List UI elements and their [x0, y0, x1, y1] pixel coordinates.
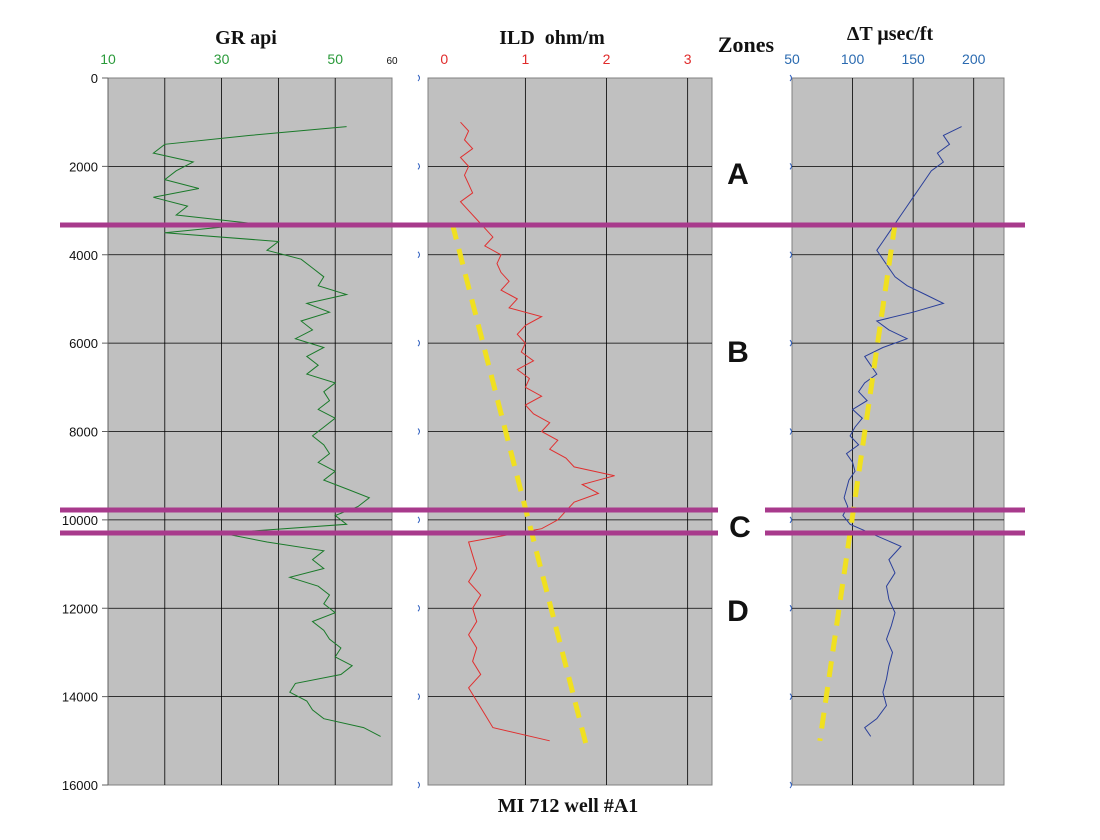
x-tick-label: 10 [100, 51, 116, 67]
ild-track-title: ILD ohm/m [499, 27, 605, 49]
dt-track-title: ΔT μsec/ft [847, 23, 934, 45]
left-tick-mark [417, 428, 420, 435]
depth-axis-ticks: 0 2000 4000 6000 8000 10000 12000 14000 16000 [62, 71, 108, 793]
depth-tick-label: 14000 [62, 690, 98, 705]
zone-label-c: C [729, 511, 751, 544]
depth-tick-label: 16000 [62, 778, 98, 793]
x-tick-label: 2 [603, 51, 611, 67]
dt-x-tick-labels: 50 100 150 200 [784, 51, 985, 67]
left-tick-mark [789, 251, 792, 259]
gr-track-title: GR api [215, 27, 277, 49]
zone-label-a: A [727, 158, 749, 191]
ild-x-tick-labels: 0 1 2 3 [440, 51, 691, 67]
x-tick-label: 50 [784, 51, 800, 67]
left-tick-mark [789, 516, 792, 524]
left-tick-mark [417, 339, 420, 347]
depth-tick-label: 12000 [62, 601, 98, 616]
dt-series-line [842, 126, 962, 737]
depth-tick-label: 2000 [69, 159, 98, 174]
dt-left-tick-marks [789, 74, 792, 789]
left-tick-mark [789, 604, 792, 612]
x-tick-label: 3 [684, 51, 692, 67]
x-tick-label: 30 [214, 51, 230, 67]
ild-left-tick-marks [417, 74, 420, 789]
x-tick-label: 100 [841, 51, 865, 67]
left-tick-mark [417, 251, 420, 259]
depth-tick-label: 0 [91, 71, 98, 86]
left-tick-mark [789, 781, 792, 789]
left-tick-mark [789, 693, 792, 700]
dt-trend-line [817, 223, 898, 742]
figure-caption: MI 712 well #A1 [498, 795, 639, 817]
ild-series-line [459, 121, 615, 742]
x-tick-label: 60 [386, 56, 398, 67]
left-tick-mark [417, 604, 420, 612]
depth-tick-label: 8000 [69, 425, 98, 440]
left-tick-mark [789, 163, 792, 170]
ild-gridlines [428, 78, 712, 785]
depth-tick-label: 4000 [69, 248, 98, 263]
ild-trend-line [449, 223, 589, 746]
left-tick-mark [789, 339, 792, 347]
x-tick-label: 1 [521, 51, 529, 67]
zones-heading: Zones [718, 32, 775, 57]
left-tick-mark [417, 516, 420, 524]
dt-gridlines [792, 78, 1004, 785]
left-tick-mark [417, 163, 420, 170]
x-tick-label: 0 [440, 51, 448, 67]
x-tick-label: 200 [962, 51, 986, 67]
left-tick-mark [417, 781, 420, 789]
left-tick-mark [789, 74, 792, 82]
gr-series-line [152, 126, 381, 737]
left-tick-mark [789, 428, 792, 435]
zone-label-d: D [727, 595, 749, 628]
left-tick-mark [417, 693, 420, 700]
left-tick-mark [417, 74, 420, 82]
depth-tick-label: 10000 [62, 513, 98, 528]
zone-label-b: B [727, 336, 749, 369]
depth-tick-label: 6000 [69, 336, 98, 351]
x-tick-label: 50 [327, 51, 343, 67]
gr-x-tick-labels: 10 30 50 60 [100, 51, 398, 67]
gr-gridlines [108, 78, 392, 785]
x-tick-label: 150 [901, 51, 925, 67]
